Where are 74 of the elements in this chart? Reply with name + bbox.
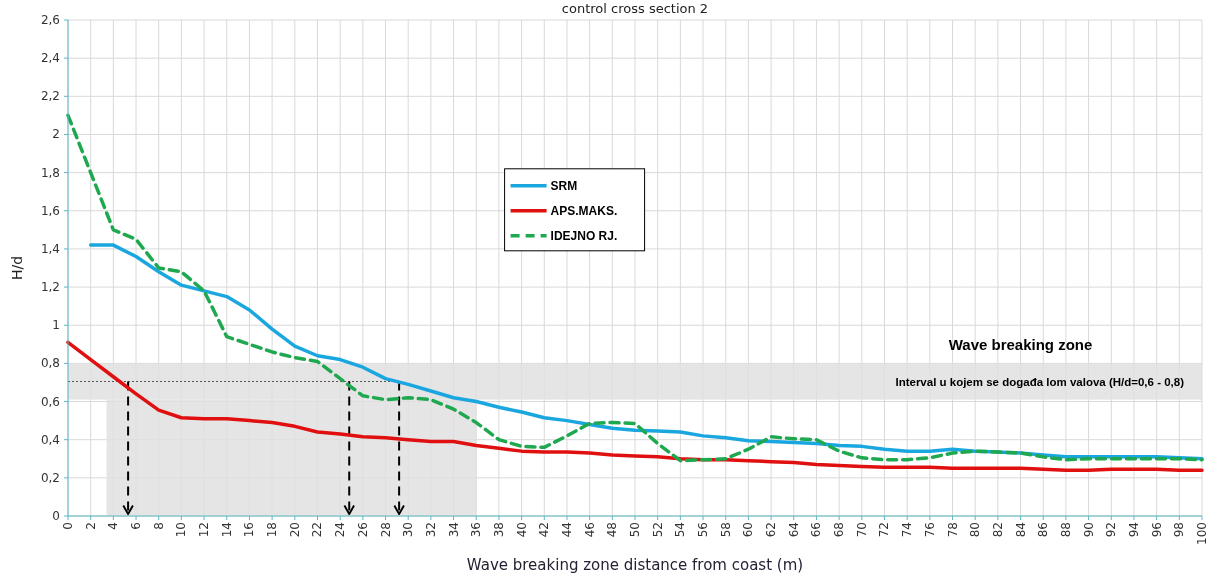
x-tick-label: 32 [423, 522, 438, 538]
x-tick-label: 68 [832, 522, 847, 538]
x-tick-label: 88 [1058, 522, 1073, 538]
x-tick-label: 16 [242, 522, 257, 538]
line-series [66, 113, 1204, 463]
x-tick-label: 8 [151, 522, 166, 530]
legend-label: APS.MAKS. [550, 203, 618, 218]
x-tick-label: 12 [197, 522, 212, 538]
band-label: Interval u kojem se događa lom valova (H/d=0,6 - 0,8) [895, 375, 1185, 388]
x-tick-label: 6 [129, 522, 144, 530]
x-tick-label: 28 [378, 522, 393, 538]
x-tick-label: 0 [61, 522, 75, 530]
y-tick-label: 0,6 [40, 394, 60, 409]
x-tick-label: 98 [1172, 522, 1187, 538]
x-tick-label: 34 [446, 522, 461, 538]
x-tick-label: 76 [922, 522, 937, 538]
y-tick-label: 2,4 [40, 51, 60, 66]
annotation: Wave breaking zone [948, 335, 1093, 353]
x-tick-label: 22 [310, 522, 325, 538]
x-tick-label: 64 [786, 522, 801, 538]
x-tick-label: 38 [491, 522, 506, 538]
x-tick-label: 42 [537, 522, 552, 538]
legend-label: SRM [550, 178, 578, 193]
y-axis-title: H/d [9, 255, 25, 281]
x-tick-label: 90 [1081, 522, 1096, 538]
x-tick-label: 44 [559, 522, 574, 538]
x-tick-label: 82 [990, 522, 1005, 538]
y-tick-label: 0,2 [40, 470, 60, 485]
x-tick-label: 92 [1104, 522, 1119, 538]
x-tick-label: 60 [741, 522, 756, 538]
x-tick-label: 14 [219, 522, 234, 538]
legend-label: IDEJNO RJ. [550, 228, 618, 243]
y-tick-label: 1,4 [40, 241, 60, 256]
x-tick-label: 4 [106, 522, 121, 530]
x-tick-label: 26 [355, 522, 370, 538]
x-tick-label: 54 [673, 522, 688, 538]
line-series [66, 340, 1204, 472]
x-axis-title: Wave breaking zone distance from coast (m) [466, 556, 804, 574]
y-tick-label: 1,6 [40, 203, 60, 218]
x-tick-label: 80 [968, 522, 983, 538]
x-tick-label: 46 [582, 522, 597, 538]
x-tick-label: 84 [1013, 522, 1028, 538]
x-tick-label: 72 [877, 522, 892, 538]
x-tick-label: 10 [174, 522, 189, 538]
x-tick-label: 56 [696, 522, 711, 538]
y-tick-label: 1,8 [40, 165, 60, 180]
x-tick-label: 70 [854, 522, 869, 538]
x-tick-label: 30 [401, 522, 416, 538]
x-tick-label: 58 [718, 522, 733, 538]
y-tick-label: 0,8 [40, 356, 60, 371]
x-tick-label: 94 [1126, 522, 1141, 538]
y-tick-label: 2,6 [40, 13, 60, 27]
x-tick-label: 48 [605, 522, 620, 538]
x-tick-label: 18 [265, 522, 280, 538]
y-tick-label: 0,4 [40, 432, 60, 447]
x-tick-label: 62 [764, 522, 779, 538]
x-tick-label: 2 [83, 522, 98, 530]
x-tick-label: 78 [945, 522, 960, 538]
y-tick-label: 2,2 [40, 89, 60, 104]
y-tick-label: 2 [52, 127, 60, 142]
x-tick-label: 40 [514, 522, 529, 538]
x-tick-label: 36 [469, 522, 484, 538]
x-tick-label: 20 [287, 522, 302, 538]
y-tick-label: 1,2 [40, 280, 60, 295]
x-tick-label: 74 [900, 522, 915, 538]
x-tick-label: 52 [650, 522, 665, 538]
x-tick-label: 86 [1036, 522, 1051, 538]
x-tick-label: 24 [333, 522, 348, 538]
chart-title: control cross section 2 [561, 1, 709, 16]
x-tick-label: 50 [628, 522, 642, 538]
x-tick-label: 100 [1195, 522, 1209, 545]
x-tick-label: 96 [1149, 522, 1164, 538]
y-tick-label: 1 [52, 318, 60, 333]
x-tick-label: 66 [809, 522, 824, 538]
